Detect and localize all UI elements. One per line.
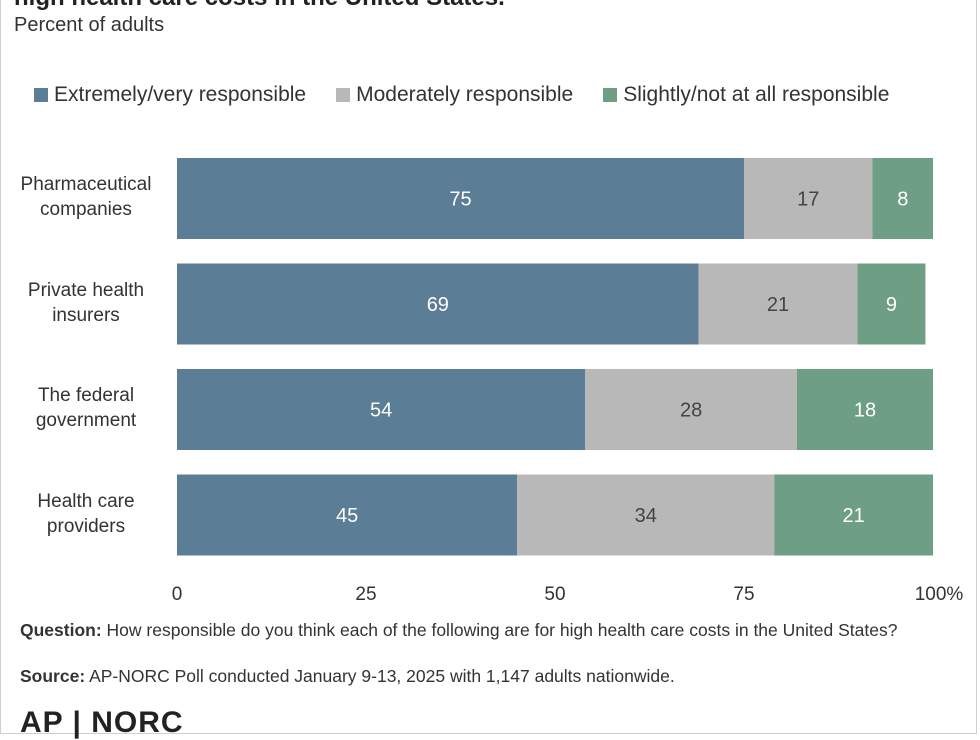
x-tick-label: 25 xyxy=(355,584,376,605)
x-tick-label: 0 xyxy=(172,584,183,605)
data-label-moderate: 28 xyxy=(680,400,702,422)
data-label-slight: 21 xyxy=(842,505,864,527)
data-label-moderate: 17 xyxy=(797,189,819,211)
bar-segment-slight xyxy=(857,263,926,345)
question-label: Question: xyxy=(20,620,102,640)
ap-norc-logo: AP | NORC xyxy=(20,706,184,739)
legend-item-extreme: Extremely/very responsible xyxy=(34,83,306,107)
legend-label-moderate: Moderately responsible xyxy=(356,83,574,106)
bar-segment-moderate xyxy=(744,158,873,239)
category-label-line: The federal xyxy=(37,385,135,406)
bar-segment-slight xyxy=(796,369,933,450)
bar-segment-extreme xyxy=(177,369,586,450)
bar-chart: 75 17 8 69 21 9 54 28 18 45 34 21 0 25 50 75 100% xyxy=(172,158,964,605)
category-label-line: companies xyxy=(40,199,132,220)
legend-swatch-slight xyxy=(603,88,618,102)
data-label-moderate: 21 xyxy=(767,294,789,316)
chart-title: high health care costs in the United Sta… xyxy=(14,0,505,12)
bar-segment-moderate xyxy=(698,263,858,345)
data-label-extreme: 69 xyxy=(427,294,449,316)
legend-label-slight: Slightly/not at all responsible xyxy=(623,83,890,106)
data-label-slight: 9 xyxy=(886,294,897,316)
category-label-line: providers xyxy=(46,516,126,537)
category-label-line: Pharmaceutical xyxy=(20,174,152,195)
category-label-pharma: Pharmaceutical companies xyxy=(12,172,160,222)
bar-segment-slight xyxy=(872,158,933,239)
x-tick-label: 75 xyxy=(733,584,754,605)
chart-subtitle: Percent of adults xyxy=(14,14,165,36)
category-label-line: Health care xyxy=(37,491,135,512)
x-tick-label: 100% xyxy=(915,584,964,605)
legend-item-moderate: Moderately responsible xyxy=(336,83,573,107)
source-text: AP-NORC Poll conducted January 9-13, 202… xyxy=(89,666,675,686)
category-label-line: Private health xyxy=(27,280,145,301)
category-label-line: government xyxy=(35,410,137,431)
bar-segment-extreme xyxy=(177,263,699,345)
bar-segment-moderate xyxy=(517,474,775,556)
footer-question: Question: How responsible do you think e… xyxy=(20,618,960,642)
category-label-government: The federal government xyxy=(12,383,160,433)
legend-swatch-moderate xyxy=(336,88,351,102)
x-tick-label: 50 xyxy=(544,584,565,605)
bar-segment-extreme xyxy=(177,158,744,239)
bar-segment-slight xyxy=(774,474,933,556)
data-label-slight: 18 xyxy=(854,400,876,422)
legend-item-slight: Slightly/not at all responsible xyxy=(603,83,889,107)
category-label-insurers: Private health insurers xyxy=(12,278,160,328)
data-label-extreme: 54 xyxy=(370,400,392,422)
legend-label-extreme: Extremely/very responsible xyxy=(54,83,307,106)
data-label-extreme: 75 xyxy=(449,189,471,211)
bar-segment-moderate xyxy=(585,369,797,450)
legend-swatch-extreme xyxy=(34,88,48,102)
question-text: How responsible do you think each of the… xyxy=(106,620,898,640)
bar-segment-extreme xyxy=(177,474,518,556)
footer-source: Source: AP-NORC Poll conducted January 9… xyxy=(20,664,960,688)
data-label-moderate: 34 xyxy=(635,505,657,527)
legend: Extremely/very responsible Moderately re… xyxy=(34,83,889,107)
data-label-slight: 8 xyxy=(897,189,908,211)
data-label-extreme: 45 xyxy=(336,505,358,527)
category-label-line: insurers xyxy=(52,305,120,326)
category-label-providers: Health care providers xyxy=(12,489,160,539)
source-label: Source: xyxy=(20,666,86,686)
